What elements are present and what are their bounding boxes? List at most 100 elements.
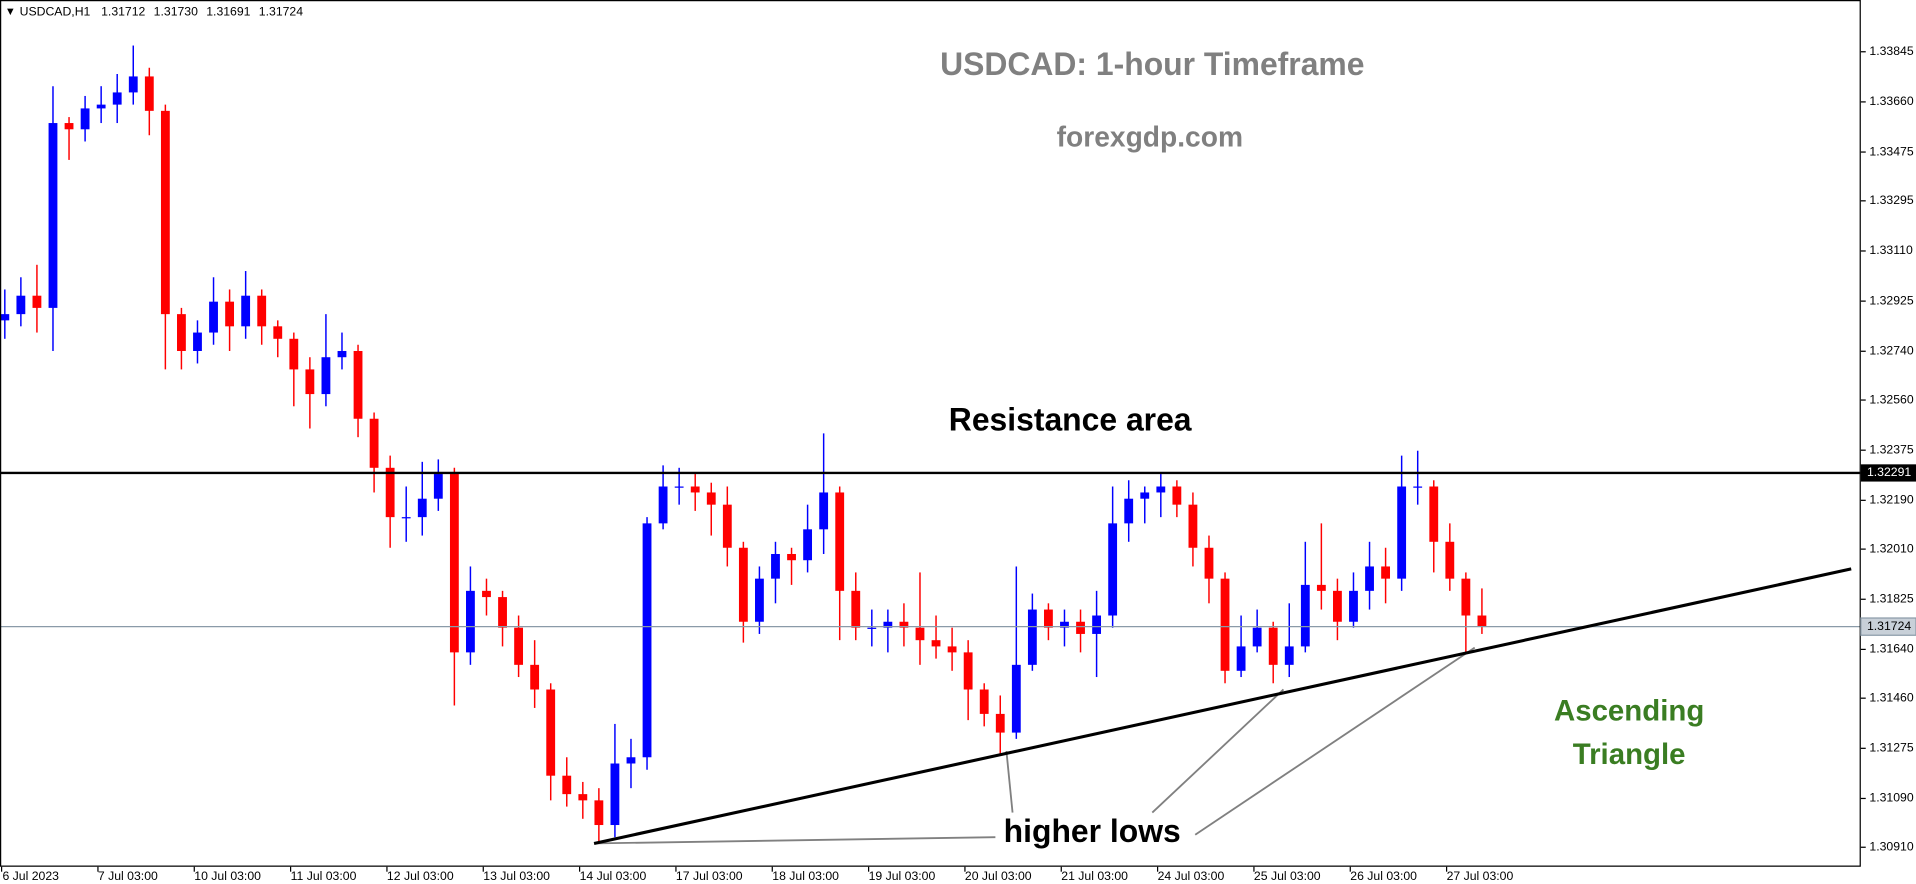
candle-body [385,467,395,518]
candle-body [337,350,347,358]
resistance-annotation: Resistance area [949,402,1192,438]
candle-body [1461,578,1471,616]
y-tick-label: 1.32560 [1869,392,1913,406]
candle-body [241,295,251,327]
chart-title: USDCAD: 1-hour Timeframe [940,46,1364,82]
candle-body [160,110,170,315]
candle-body [1284,646,1294,665]
candle-body [706,492,716,505]
y-tick-label: 1.31090 [1869,791,1913,805]
candle-body [1027,609,1037,665]
candle-body [321,357,331,395]
candle-body [722,504,732,548]
y-tick-label: 1.33475 [1869,144,1913,158]
y-tick-label: 1.32375 [1869,442,1913,456]
candle-body [1124,498,1134,524]
candle-body [401,517,411,519]
y-tick-label: 1.32010 [1869,541,1913,555]
last-price-label: 1.31724 [1867,619,1911,633]
candle-body [498,597,507,628]
candle-body [1333,590,1342,622]
candle-body [177,314,186,351]
candle-body [626,757,636,764]
candle-body [1236,646,1246,671]
candle-body [658,486,668,524]
pattern-annotation: Triangle [1573,738,1686,771]
candle-body [1156,486,1166,493]
candle-body [642,523,652,758]
header: USDCAD,H1 1.31712 1.31730 1.31691 1.3172… [20,5,304,19]
x-tick-label: 27 Jul 03:00 [1447,869,1514,883]
candle-body [899,621,909,628]
candle-body [1044,609,1053,628]
candle-body [1092,615,1102,634]
header-price: 1.31730 [154,5,198,19]
connector [1005,750,1014,813]
y-tick-label: 1.31275 [1869,741,1913,755]
candle-body [305,369,315,395]
y-tick-label: 1.33660 [1869,94,1913,108]
candle-body [610,763,620,826]
candle-body [883,621,893,628]
candle-body [931,640,941,647]
candle-body [353,350,363,419]
y-tick-label: 1.31825 [1869,591,1913,605]
candle-body [1060,621,1069,628]
plot-frame [0,0,1861,867]
candle-body [546,689,556,776]
candle-body [947,646,957,653]
x-tick-label: 20 Jul 03:00 [965,869,1032,883]
candle-body [1316,584,1326,591]
y-tick-label: 1.32190 [1869,493,1913,507]
y-tick-label: 1.33110 [1869,243,1913,257]
candle-body [578,794,588,801]
candle-body [225,301,235,327]
candle-body [32,295,42,308]
y-tick-label: 1.32925 [1869,293,1913,307]
candle-body [1349,590,1358,622]
candle-body [417,498,427,518]
candle-body [144,76,154,111]
header-price: 1.31724 [259,5,303,19]
candle-body [80,108,90,130]
y-tick-label: 1.31460 [1869,690,1913,704]
x-tick-label: 10 Jul 03:00 [194,869,261,883]
candle-body [1445,541,1455,579]
y-tick-label: 1.33295 [1869,193,1913,207]
candle-body [1300,584,1310,647]
candle-body [851,590,861,628]
resistance-box [1860,464,1916,482]
candle-body [1397,486,1407,579]
candle-body [48,123,58,308]
candle-body [1381,566,1391,579]
candle-body [273,326,283,339]
candle-body [0,314,10,321]
plot-area [0,45,1861,844]
x-tick-label: 14 Jul 03:00 [580,869,647,883]
candle-body [738,547,748,622]
candle-body [530,664,540,690]
candle-body [257,295,267,327]
candle-body [96,104,106,109]
candle-body [1477,615,1487,627]
chart-subtitle: forexgdp.com [1057,121,1243,153]
header-price: 1.31691 [206,5,250,19]
symbol: USDCAD,H1 [20,5,91,19]
candle-body [1220,578,1230,671]
candle-body [562,775,572,795]
candle-body [433,474,443,499]
candle-body [1429,486,1439,542]
x-tick-label: 13 Jul 03:00 [483,869,550,883]
candle-body [915,627,925,641]
candle-body [803,529,813,561]
lows-annotation: higher lows [1004,813,1181,849]
y-tick-label: 1.30910 [1869,839,1913,853]
candle-body [1076,621,1085,634]
candle-body [1204,547,1214,579]
candle-body [64,123,74,130]
candle-body [193,332,202,351]
annotation-connectors [595,646,1476,845]
